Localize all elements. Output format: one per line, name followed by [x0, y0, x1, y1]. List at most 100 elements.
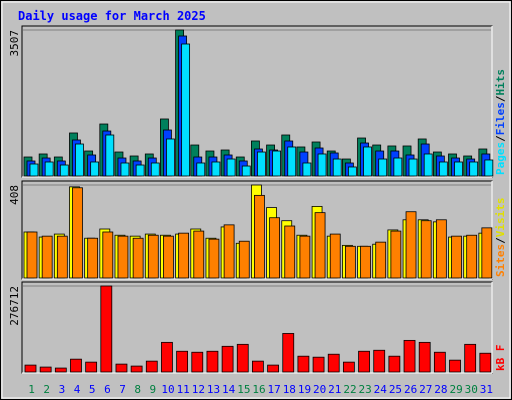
bar: [466, 234, 478, 279]
x-tick-label: 25: [389, 383, 402, 396]
legend-entry: Pages: [494, 142, 507, 175]
bar: [272, 150, 281, 177]
bar: [342, 361, 355, 373]
bar: [39, 366, 52, 373]
legend: Pages/Files/Hits: [494, 69, 507, 175]
bar: [423, 153, 433, 177]
bar: [221, 345, 234, 373]
bar: [358, 350, 370, 373]
bar: [238, 240, 250, 279]
bar: [161, 341, 173, 373]
legend-entry: kB F: [494, 345, 507, 372]
x-tick-label: 16: [252, 383, 265, 396]
bar: [241, 165, 251, 177]
bar: [435, 219, 447, 279]
bar: [257, 151, 266, 177]
x-tick-label: 9: [150, 383, 157, 396]
bar: [24, 364, 37, 373]
y-tick-label: 276712: [8, 286, 21, 326]
bar: [332, 158, 342, 177]
legend-entry: Hits: [494, 69, 507, 96]
bar: [408, 158, 418, 177]
legend-separator: /: [494, 135, 507, 142]
bar: [469, 161, 479, 177]
x-tick-label: 21: [328, 383, 341, 396]
x-tick-label: 1: [28, 383, 35, 396]
bar: [284, 225, 296, 279]
y-tick-label: 3507: [8, 30, 21, 57]
bar: [420, 220, 432, 279]
bar: [378, 158, 388, 177]
bar: [147, 234, 159, 279]
bar: [236, 343, 249, 373]
x-tick-label: 17: [268, 383, 281, 396]
x-tick-label: 26: [404, 383, 417, 396]
bar: [393, 157, 403, 177]
bar: [59, 164, 69, 177]
x-tick-label: 10: [161, 383, 174, 396]
bar: [390, 230, 402, 279]
bar: [150, 162, 160, 177]
bar: [360, 245, 371, 279]
bar: [451, 235, 462, 279]
x-tick-label: 8: [134, 383, 141, 396]
bar: [388, 355, 401, 373]
bar: [226, 158, 236, 177]
x-tick-label: 23: [359, 383, 372, 396]
bar: [373, 349, 386, 373]
x-tick-label: 4: [74, 383, 81, 396]
x-tick-label: 2: [43, 383, 50, 396]
bar: [120, 162, 130, 177]
bar: [375, 241, 387, 279]
x-tick-label: 28: [434, 383, 447, 396]
bar: [302, 162, 312, 177]
x-tick-label: 5: [89, 383, 96, 396]
x-tick-label: 22: [343, 383, 356, 396]
bar: [282, 333, 295, 373]
x-tick-label: 24: [374, 383, 388, 396]
bar: [102, 231, 114, 279]
bar: [269, 217, 280, 279]
x-tick-label: 14: [222, 383, 236, 396]
bar: [438, 161, 448, 177]
x-tick-label: 18: [283, 383, 296, 396]
bar: [105, 134, 115, 177]
bar: [193, 230, 205, 279]
bar: [327, 353, 340, 373]
bar: [299, 235, 311, 279]
bar: [44, 161, 54, 177]
bar: [464, 343, 477, 373]
bar: [433, 351, 446, 373]
bar: [132, 237, 144, 279]
bar: [70, 358, 82, 373]
bar: [297, 355, 310, 373]
bar: [287, 146, 297, 177]
legend-separator: /: [494, 95, 507, 102]
bar: [41, 235, 53, 279]
bar: [329, 233, 341, 279]
x-tick-label: 12: [192, 383, 205, 396]
x-tick-label: 30: [465, 383, 478, 396]
bar: [418, 341, 431, 373]
bar: [115, 363, 128, 373]
chart-title: Daily usage for March 2025: [18, 9, 206, 23]
bar: [135, 164, 145, 177]
legend: kB F: [494, 345, 507, 372]
x-tick-label: 20: [313, 383, 326, 396]
legend: Sites/Visits: [494, 198, 507, 278]
bar: [479, 352, 492, 373]
bar: [56, 235, 68, 279]
x-tick-label: 3: [59, 383, 66, 396]
bar: [252, 360, 264, 373]
x-tick-label: 6: [104, 383, 111, 396]
x-tick-label: 29: [449, 383, 462, 396]
bar: [178, 232, 190, 279]
bar: [267, 364, 279, 373]
legend-entry: Files: [494, 102, 507, 135]
x-tick-label: 19: [298, 383, 311, 396]
bar: [206, 350, 219, 373]
bar: [85, 361, 98, 373]
bar: [87, 237, 99, 279]
